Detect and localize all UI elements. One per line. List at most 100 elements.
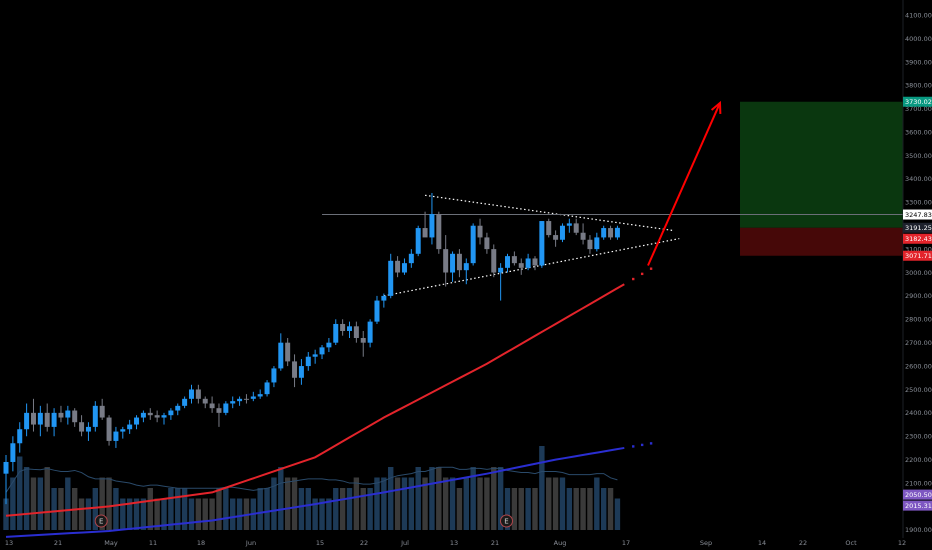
price-axis-tick: 1900.00 — [905, 526, 932, 534]
volume-bar — [442, 477, 449, 530]
candle-body — [395, 260, 401, 273]
drawings[interactable] — [322, 100, 903, 297]
candle-body — [230, 401, 236, 404]
volume-bar — [415, 467, 421, 530]
position-tool[interactable] — [740, 101, 903, 256]
candle-body — [381, 295, 387, 301]
volume-bar — [230, 498, 236, 530]
volume-bar — [614, 498, 621, 530]
candle-body — [360, 338, 366, 343]
triangle-trendline — [424, 194, 673, 231]
candle-body — [559, 225, 565, 240]
time-axis[interactable]: 13 21 May 11 18 Jun 15 22 Jul 13 21 Aug 17 Sep 14 22 Oct… — [5, 539, 906, 547]
candle-body — [374, 300, 380, 322]
volume-bar — [168, 488, 174, 530]
price-axis-tick: 3500.00 — [905, 152, 932, 160]
volume-bar — [436, 467, 442, 530]
candle-body — [257, 394, 263, 397]
moving-average-projection-dot — [632, 277, 635, 281]
candle-body — [401, 263, 407, 273]
candle-body — [202, 398, 208, 404]
price-axis-tick: 3000.00 — [905, 269, 932, 277]
volume-bar — [401, 477, 408, 530]
volume-bar — [78, 498, 85, 530]
price-axis-tick: 4100.00 — [905, 12, 932, 20]
volume-bar — [271, 477, 277, 530]
candle-body — [594, 237, 600, 250]
price-axis-tick: 2100.00 — [905, 479, 932, 487]
volume-bar — [175, 488, 181, 530]
earnings-marker-circle — [94, 514, 108, 528]
price-axis-tick: 2300.00 — [905, 433, 932, 441]
price-axis[interactable]: 1900.002000.002100.002200.002300.002400.… — [905, 12, 932, 535]
price-axis-tick: 3800.00 — [905, 82, 932, 90]
volume-bar — [607, 488, 614, 530]
volume-bar — [422, 477, 428, 530]
loss-zone — [740, 227, 903, 256]
candle-body — [498, 267, 504, 273]
candle-body — [463, 263, 469, 271]
candle-body — [30, 412, 36, 425]
volume-bar — [264, 488, 270, 530]
volume-bar — [113, 488, 119, 530]
volume-bar — [559, 477, 566, 530]
volume-bar — [23, 467, 30, 530]
earnings-marker[interactable]: E — [94, 514, 108, 528]
candle-body — [422, 228, 428, 238]
candle-body — [10, 443, 16, 462]
volume-bar — [312, 498, 318, 530]
volume-bar — [223, 488, 229, 530]
volume-bar — [284, 477, 291, 530]
price-axis-tick: 3600.00 — [905, 128, 932, 136]
price-label-text: 2050.50 — [905, 491, 932, 499]
volume-bar — [126, 498, 133, 530]
candle-body — [85, 426, 91, 432]
volume-bar — [600, 488, 607, 530]
volume-bar — [388, 467, 394, 530]
time-axis-tick: 22 — [799, 539, 807, 547]
volume-bar — [209, 498, 215, 530]
candle-body — [264, 382, 270, 395]
earnings-marker[interactable]: E — [500, 514, 514, 528]
candle-body — [408, 253, 414, 264]
volume-bar — [195, 498, 202, 530]
volume-bar — [3, 498, 9, 530]
volume-bar — [319, 498, 325, 530]
time-axis-tick: 15 — [316, 539, 324, 547]
volume-bar — [305, 488, 311, 530]
price-label-text: 3071.71 — [905, 252, 932, 260]
price-label-text: 3730.02 — [905, 98, 932, 106]
volume-bar — [120, 498, 126, 530]
candle-body — [51, 412, 57, 427]
volume-bar — [374, 477, 380, 530]
candle-body — [539, 221, 545, 266]
volume-bar — [298, 488, 305, 530]
price-axis-tick: 2700.00 — [905, 339, 932, 347]
time-axis-tick: May — [104, 539, 118, 547]
volume-bar — [353, 477, 360, 530]
volume-bar — [44, 467, 50, 530]
candle-body — [456, 253, 462, 271]
volume-bar — [484, 477, 490, 530]
volume-bar — [532, 488, 538, 530]
candle-body — [305, 356, 311, 367]
volume-bar — [408, 477, 415, 530]
candle-body — [250, 396, 256, 399]
time-axis-tick: 18 — [197, 539, 205, 547]
price-axis-tick: 3900.00 — [905, 58, 932, 66]
candle-body — [134, 417, 140, 425]
volume-bar — [188, 498, 195, 530]
price-axis-tick: 3700.00 — [905, 105, 932, 113]
volume-bar — [257, 488, 263, 530]
price-label-box — [903, 250, 932, 261]
candle-body — [553, 235, 559, 240]
volume-bar — [539, 446, 545, 530]
moving-average-line — [5, 446, 625, 538]
price-axis-tick: 3300.00 — [905, 199, 932, 207]
candlesticks — [3, 192, 620, 505]
candle-body — [326, 342, 332, 348]
time-axis-tick: 12 — [898, 539, 906, 547]
candle-body — [140, 412, 146, 418]
